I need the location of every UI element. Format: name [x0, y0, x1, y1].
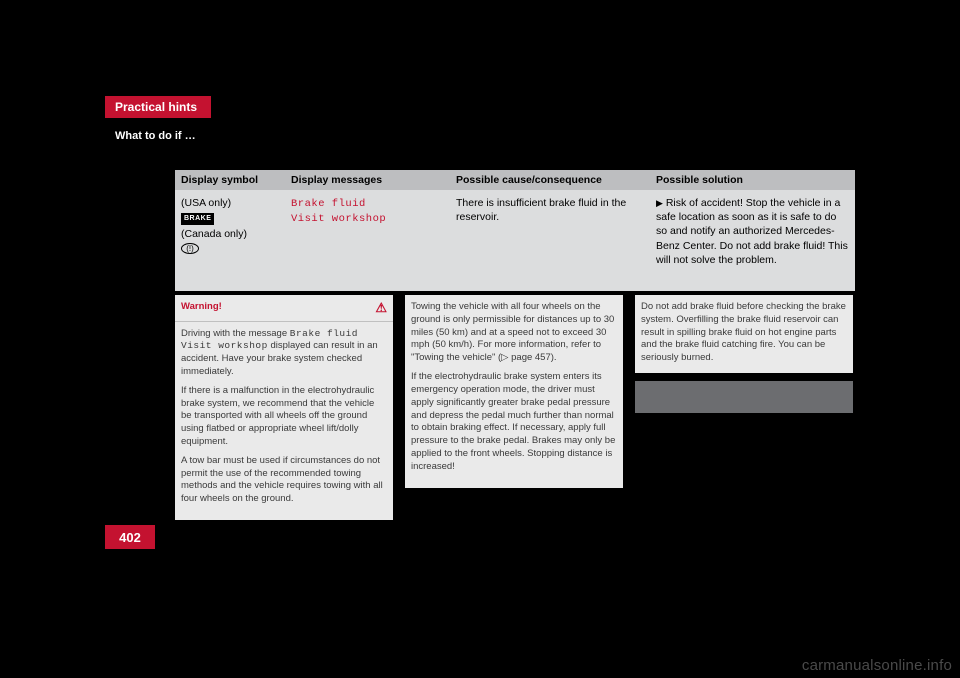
warning-p1: Driving with the message Brake fluid Vis…	[181, 328, 387, 379]
caution-box: Do not add brake fluid before checking t…	[635, 295, 853, 373]
page-number: 402	[119, 530, 141, 545]
warning-icon: ⚠	[375, 299, 387, 317]
warning-p3: A tow bar must be used if circumstances …	[181, 455, 387, 506]
bullet-icon: ▶	[656, 198, 663, 208]
page-number-badge: 402	[105, 525, 155, 549]
cell-solution: ▶ Risk of accident! Stop the vehicle in …	[650, 190, 855, 291]
th-display-symbol: Display symbol	[175, 170, 285, 190]
info-p1: Towing the vehicle with all four wheels …	[411, 301, 617, 365]
warning-code1: Brake fluid	[290, 328, 358, 339]
canada-only-label: (Canada only)	[181, 228, 247, 240]
warning-box: Warning! ⚠ Driving with the message Brak…	[175, 295, 393, 520]
cell-message: Brake fluid Visit workshop	[285, 190, 450, 291]
section-tab: Practical hints	[105, 96, 211, 118]
th-display-messages: Display messages	[285, 170, 450, 190]
cell-symbol: (USA only) BRAKE (Canada only) (!)	[175, 190, 285, 291]
warning-code2: Visit workshop	[181, 340, 268, 351]
msg-line1: Brake fluid	[291, 198, 366, 210]
caution-stack: Do not add brake fluid before checking t…	[635, 295, 853, 413]
msg-line2: Visit workshop	[291, 213, 386, 225]
usa-only-label: (USA only)	[181, 197, 231, 209]
caution-text: Do not add brake fluid before checking t…	[641, 301, 846, 363]
info-box: Towing the vehicle with all four wheels …	[405, 295, 623, 488]
table-row: (USA only) BRAKE (Canada only) (!) Brake…	[175, 190, 855, 291]
notes-row: Warning! ⚠ Driving with the message Brak…	[175, 295, 855, 520]
manual-page: Practical hints What to do if … Display …	[0, 0, 960, 678]
cell-cause: There is insufficient brake fluid in the…	[450, 190, 650, 291]
canada-brake-icon: (!)	[181, 243, 199, 254]
watermark: carmanualsonline.info	[802, 657, 952, 674]
warning-title: Warning!	[181, 301, 222, 314]
warning-header: Warning! ⚠	[175, 295, 393, 322]
th-cause: Possible cause/consequence	[450, 170, 650, 190]
warning-p2: If there is a malfunction in the electro…	[181, 385, 387, 449]
table-header: Display symbol Display messages Possible…	[175, 170, 855, 190]
caution-dark-strip	[635, 381, 853, 413]
info-p2: If the electrohydraulic brake system ent…	[411, 371, 617, 474]
warning-p1-pre: Driving with the message	[181, 328, 290, 339]
section-title: Practical hints	[115, 100, 197, 114]
brake-icon: BRAKE	[181, 213, 214, 224]
warning-body: Driving with the message Brake fluid Vis…	[175, 322, 393, 521]
message-table: Display symbol Display messages Possible…	[175, 170, 855, 291]
sub-title: What to do if …	[115, 130, 196, 142]
th-solution: Possible solution	[650, 170, 855, 190]
solution-text: Risk of accident! Stop the vehicle in a …	[656, 197, 848, 266]
